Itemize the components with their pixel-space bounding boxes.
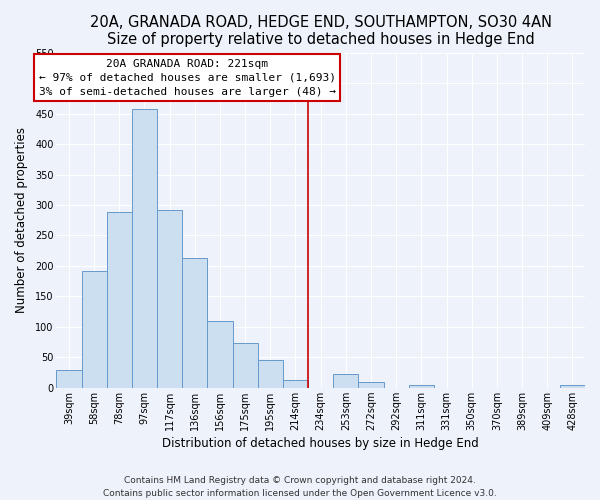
Bar (283, 380, 308, 388)
Text: Contains HM Land Registry data © Crown copyright and database right 2024.
Contai: Contains HM Land Registry data © Crown c… (103, 476, 497, 498)
Y-axis label: Number of detached properties: Number of detached properties (15, 128, 28, 314)
Bar (182, 258, 208, 388)
Bar (208, 321, 233, 388)
Title: 20A, GRANADA ROAD, HEDGE END, SOUTHAMPTON, SO30 4AN
Size of property relative to: 20A, GRANADA ROAD, HEDGE END, SOUTHAMPTO… (89, 15, 551, 48)
Bar (560, 384, 585, 388)
Text: 20A GRANADA ROAD: 221sqm
← 97% of detached houses are smaller (1,693)
3% of semi: 20A GRANADA ROAD: 221sqm ← 97% of detach… (39, 59, 336, 97)
Bar (107, 212, 132, 388)
Bar (358, 382, 383, 388)
Bar (157, 210, 182, 388)
Bar (409, 384, 434, 388)
Bar (233, 342, 258, 388)
Bar (333, 374, 358, 388)
Bar (258, 360, 283, 388)
Bar (82, 271, 107, 388)
Bar (56, 370, 82, 388)
Bar (132, 109, 157, 388)
X-axis label: Distribution of detached houses by size in Hedge End: Distribution of detached houses by size … (162, 437, 479, 450)
